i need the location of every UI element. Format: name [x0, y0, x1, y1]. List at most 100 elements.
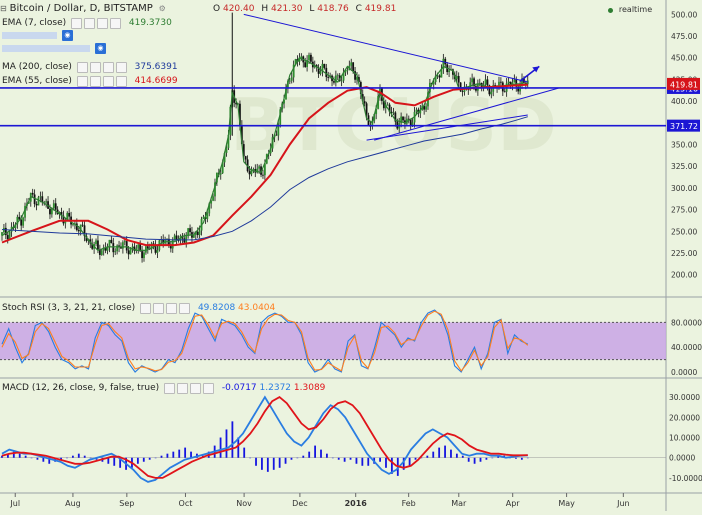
candle-body — [72, 224, 74, 225]
hide-icon[interactable] — [164, 382, 176, 394]
more-icon[interactable] — [115, 61, 127, 73]
more-icon[interactable] — [179, 302, 191, 314]
symbol-legend: ⊟ Bitcoin / Dollar, D, BITSTAMP ⚙ — [0, 3, 166, 16]
candle-body — [68, 212, 71, 217]
candle-body — [358, 77, 360, 83]
candle-body — [388, 104, 391, 112]
macd-value: 1.2372 — [259, 383, 292, 393]
macd-histogram-bar — [349, 457, 352, 460]
close-icon[interactable] — [166, 302, 178, 314]
more-icon[interactable] — [203, 382, 215, 394]
candle-body — [319, 71, 322, 74]
macd-histogram-bar — [361, 457, 364, 466]
candle-body — [507, 81, 510, 84]
settings-icon[interactable] — [153, 302, 165, 314]
stoch-d-value: 43.0404 — [238, 303, 276, 313]
candle-body — [20, 219, 23, 226]
candle-body — [54, 203, 57, 210]
candle-body — [499, 81, 502, 83]
settings-icon[interactable] — [84, 17, 95, 29]
time-tick-label: May — [558, 499, 575, 508]
macd-histogram-bar — [444, 445, 446, 458]
candle-body — [47, 201, 49, 209]
candle-body — [210, 200, 213, 204]
candle-body — [455, 75, 458, 79]
candle-body — [50, 207, 53, 215]
settings-icon[interactable] — [89, 61, 101, 73]
candle-body — [91, 243, 94, 249]
candle-body — [304, 62, 307, 68]
candle-body — [108, 239, 111, 248]
candle-body — [252, 169, 255, 170]
hide-icon[interactable] — [76, 61, 88, 73]
candle-body — [216, 172, 218, 183]
macd-histogram-bar — [284, 457, 287, 464]
candle-body — [121, 242, 124, 249]
candle-body — [169, 246, 172, 249]
candle-body — [175, 235, 178, 241]
more-icon[interactable] — [110, 17, 121, 29]
candle-body — [141, 251, 143, 259]
macd-histogram-bar — [231, 421, 234, 458]
ema55-label: EMA (55, close) — [2, 76, 72, 86]
ema55-line — [1, 83, 528, 247]
eye-icon[interactable]: ◉ — [94, 43, 106, 54]
hide-icon[interactable] — [76, 75, 88, 87]
close-icon[interactable] — [190, 382, 202, 394]
settings-icon[interactable]: ⚙ — [158, 4, 166, 13]
candle-body — [31, 192, 34, 195]
macd-histogram-bar — [497, 455, 500, 458]
eye-icon[interactable]: ◉ — [61, 30, 73, 41]
candle-body — [354, 71, 356, 80]
macd-histogram-bar — [367, 457, 370, 466]
stoch-tick-label: 80.0000 — [671, 318, 702, 327]
macd-histogram-bar — [485, 457, 488, 460]
realtime-indicator: realtime — [608, 4, 652, 17]
candle-body — [156, 250, 159, 253]
price-tick-label: 350.00 — [671, 140, 697, 149]
macd-histogram-bar — [414, 457, 417, 460]
candle-body — [154, 245, 157, 253]
macd-tick-label: 0.0000 — [669, 454, 695, 463]
candle-body — [18, 216, 21, 220]
macd-histogram-bar — [119, 457, 122, 468]
candle-body — [225, 147, 228, 153]
candle-body — [41, 196, 44, 203]
close-icon[interactable] — [102, 75, 114, 87]
settings-icon[interactable] — [89, 75, 101, 87]
candle-body — [22, 217, 25, 226]
candle-body — [194, 231, 197, 235]
macd-histogram-bar — [455, 453, 458, 458]
candle-body — [377, 96, 379, 109]
macd-histogram-bar — [355, 457, 358, 464]
macd-histogram-bar — [71, 455, 74, 458]
candle-body — [323, 63, 326, 68]
macd-histogram-bar — [520, 457, 523, 460]
candle-body — [196, 231, 199, 236]
macd-signal-value: 1.3089 — [293, 383, 326, 393]
price-tick-label: 225.00 — [671, 249, 697, 258]
close-icon[interactable] — [102, 61, 114, 73]
candle-body — [283, 99, 285, 104]
candle-body — [509, 81, 512, 86]
candle-body — [425, 106, 427, 110]
candle-body — [223, 152, 226, 163]
candle-body — [133, 246, 136, 251]
hide-icon[interactable] — [71, 17, 82, 29]
more-icon[interactable] — [115, 75, 127, 87]
close-icon[interactable] — [97, 17, 108, 29]
candle-body — [112, 243, 115, 253]
candle-body — [79, 224, 82, 232]
candle-body — [240, 125, 243, 145]
hide-icon[interactable] — [140, 302, 152, 314]
candle-body — [484, 79, 487, 85]
candle-body — [342, 72, 345, 81]
candle-body — [198, 230, 201, 236]
ema7-legend: EMA (7, close) 419.3730 — [2, 17, 172, 30]
settings-icon[interactable] — [177, 382, 189, 394]
collapse-icon[interactable]: ⊟ — [0, 4, 7, 13]
candle-body — [135, 248, 138, 251]
candle-body — [269, 148, 272, 154]
